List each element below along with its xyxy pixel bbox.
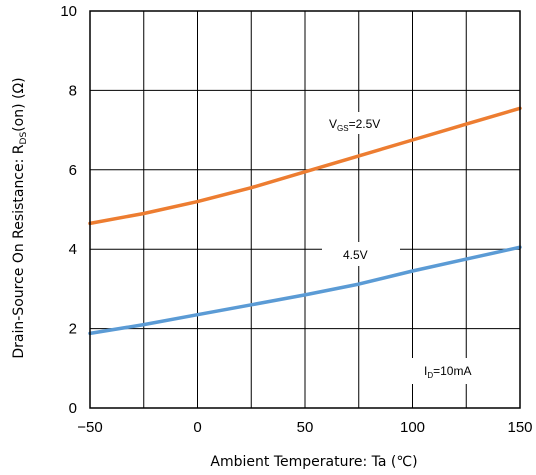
y-tick-label: 4: [69, 241, 77, 258]
v45-label-bg: [322, 242, 400, 266]
annotations: VGS=2.5V 4.5V ID=10mA: [322, 112, 492, 384]
id-label-bg: [412, 358, 492, 384]
id-label-tail: =10mA: [433, 364, 471, 378]
y-axis-title-main: Drain-Source On Resistance: R: [11, 144, 27, 358]
series-line-0: [88, 106, 522, 226]
vgs-label-sub: GS: [337, 124, 349, 133]
series-line-1: [88, 245, 522, 336]
x-tick-label: 0: [193, 419, 201, 436]
y-tick-label: 8: [69, 82, 77, 99]
y-tick-label: 10: [60, 3, 77, 20]
x-tick-label: 50: [297, 419, 314, 436]
grid: [90, 11, 520, 408]
y-axis-title-sub: DS: [19, 132, 29, 145]
y-axis-title-tail: (on) (Ω): [11, 77, 27, 131]
v45-label: 4.5V: [343, 248, 368, 262]
series-group: [88, 106, 522, 336]
vgs-label: VGS=2.5V: [329, 117, 380, 133]
id-label-main: I: [424, 364, 427, 378]
vgs-label-bg: [325, 112, 393, 134]
y-tick-label: 6: [69, 162, 77, 179]
y-axis-title: Drain-Source On Resistance: RDS(on) (Ω): [11, 77, 29, 358]
vgs-label-tail: =2.5V: [349, 117, 381, 131]
y-tick-label: 0: [69, 400, 77, 417]
id-label: ID=10mA: [424, 364, 471, 380]
x-tick-label: 150: [507, 419, 532, 436]
x-tick-label: −50: [77, 419, 102, 436]
x-tick-label: 100: [400, 419, 425, 436]
plot-frame: [89, 10, 521, 409]
id-label-sub: D: [427, 371, 433, 380]
y-tick-label: 2: [69, 321, 77, 338]
x-axis-title: Ambient Temperature: Ta (℃): [210, 454, 417, 470]
vgs-label-main: V: [329, 117, 337, 131]
